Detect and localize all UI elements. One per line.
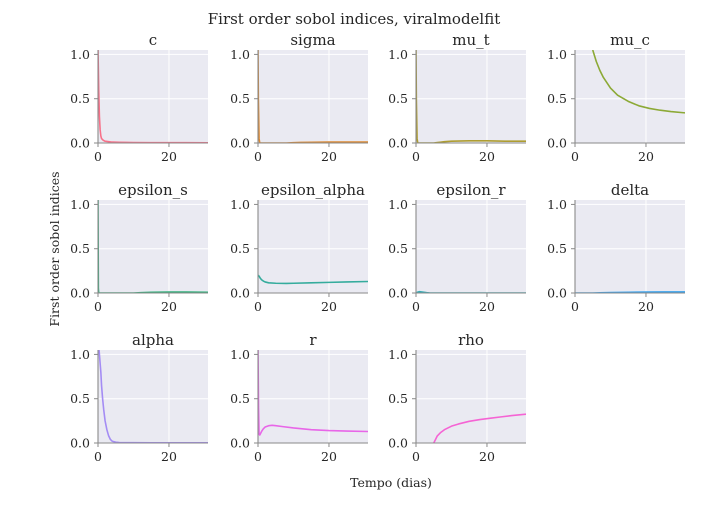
panel-background	[416, 350, 526, 443]
panel-title: mu_c	[610, 31, 650, 49]
series-line-epsilon-alpha	[258, 274, 368, 285]
series-line-r	[258, 350, 368, 436]
x-axis-label: Tempo (dias)	[350, 475, 432, 490]
x-tick-label: 0	[571, 299, 579, 314]
panel-epsilon-alpha: 0.0 0.5 1.0 0 20 epsilon_alpha	[230, 181, 368, 314]
y-tick-label: 1.0	[230, 47, 250, 62]
panel-c: 0.0 0.5 1.0 0 20 c	[70, 31, 208, 164]
y-tick-label: 1.0	[388, 197, 408, 212]
y-tick-label: 0.5	[388, 391, 408, 406]
y-tick-label: 0.0	[70, 286, 90, 301]
series-line-rho	[432, 413, 526, 443]
panel-title: epsilon_s	[118, 181, 188, 199]
y-tick-label: 0.0	[388, 136, 408, 151]
panel-delta: 0.0 0.5 1.0 0 20 delta	[547, 181, 685, 314]
y-tick-label: 0.5	[70, 91, 90, 106]
panel-background	[98, 50, 208, 143]
panel-title: mu_t	[452, 31, 489, 49]
y-tick-label: 1.0	[547, 47, 567, 62]
x-tick-label: 20	[479, 149, 495, 164]
figure-title: First order sobol indices, viralmodelfit	[208, 10, 501, 28]
y-tick-label: 0.5	[388, 91, 408, 106]
y-tick-label: 0.5	[230, 91, 250, 106]
y-tick-label: 0.5	[388, 241, 408, 256]
panel-alpha: 0.0 0.5 1.0 0 20 alpha	[70, 331, 208, 464]
y-tick-label: 0.5	[230, 391, 250, 406]
y-tick-label: 0.5	[547, 241, 567, 256]
panel-epsilon-r: 0.0 0.5 1.0 0 20 epsilon_r	[388, 181, 526, 314]
panel-title: r	[309, 331, 317, 349]
x-tick-label: 0	[94, 299, 102, 314]
panel-mu-t: 0.0 0.5 1.0 0 20 mu_t	[388, 31, 526, 164]
x-tick-label: 0	[412, 149, 420, 164]
series-line-mu-c	[591, 50, 685, 114]
panel-sigma: 0.0 0.5 1.0 0 20 sigma	[230, 31, 368, 164]
x-tick-label: 20	[161, 149, 177, 164]
panel-title: rho	[458, 331, 484, 349]
panel-title: epsilon_alpha	[261, 181, 365, 199]
panel-background	[416, 200, 526, 293]
y-tick-label: 1.0	[70, 197, 90, 212]
panel-mu-c: 0.0 0.5 1.0 0 20 mu_c	[547, 31, 685, 164]
panel-background	[98, 350, 208, 443]
x-tick-label: 0	[254, 149, 262, 164]
y-tick-label: 1.0	[547, 197, 567, 212]
x-tick-label: 0	[254, 449, 262, 464]
y-tick-label: 1.0	[230, 347, 250, 362]
panel-background	[575, 200, 685, 293]
panel-title: sigma	[290, 31, 335, 49]
x-tick-label: 20	[479, 449, 495, 464]
x-tick-label: 20	[638, 149, 654, 164]
panel-background	[98, 200, 208, 293]
y-tick-label: 0.0	[230, 136, 250, 151]
x-tick-label: 20	[161, 299, 177, 314]
panel-title: alpha	[132, 331, 174, 349]
y-tick-label: 1.0	[70, 47, 90, 62]
panel-background	[258, 50, 368, 143]
y-tick-label: 0.0	[547, 286, 567, 301]
y-tick-label: 0.0	[70, 136, 90, 151]
panel-rho: 0.0 0.5 1.0 0 20 rho	[388, 331, 526, 464]
y-tick-label: 0.5	[547, 91, 567, 106]
x-tick-label: 0	[571, 149, 579, 164]
y-tick-label: 0.0	[388, 436, 408, 451]
y-tick-label: 1.0	[388, 347, 408, 362]
y-tick-label: 0.0	[230, 286, 250, 301]
x-tick-label: 20	[161, 449, 177, 464]
x-tick-label: 20	[638, 299, 654, 314]
y-tick-label: 0.0	[547, 136, 567, 151]
y-tick-label: 1.0	[230, 197, 250, 212]
x-tick-label: 0	[94, 449, 102, 464]
y-axis-label: First order sobol indices	[47, 171, 62, 326]
panel-title: delta	[611, 181, 649, 199]
y-tick-label: 0.5	[230, 241, 250, 256]
x-tick-label: 0	[94, 149, 102, 164]
x-tick-label: 20	[321, 149, 337, 164]
x-tick-label: 20	[479, 299, 495, 314]
y-tick-label: 1.0	[70, 347, 90, 362]
panel-title: epsilon_r	[436, 181, 506, 199]
panel-r: 0.0 0.5 1.0 0 20 r	[230, 331, 368, 464]
y-tick-label: 0.5	[70, 391, 90, 406]
panel-background	[258, 350, 368, 443]
y-tick-label: 0.5	[70, 241, 90, 256]
panel-background	[258, 200, 368, 293]
y-tick-label: 0.0	[388, 286, 408, 301]
x-tick-label: 0	[412, 299, 420, 314]
panel-background	[575, 50, 685, 143]
x-tick-label: 0	[254, 299, 262, 314]
y-tick-label: 1.0	[388, 47, 408, 62]
y-tick-label: 0.0	[70, 436, 90, 451]
x-tick-label: 0	[412, 449, 420, 464]
series-line-sigma	[258, 50, 368, 143]
panel-epsilon-s: 0.0 0.5 1.0 0 20 epsilon_s	[70, 181, 208, 314]
panel-background	[416, 50, 526, 143]
x-tick-label: 20	[321, 449, 337, 464]
x-tick-label: 20	[321, 299, 337, 314]
panel-title: c	[149, 31, 157, 49]
y-tick-label: 0.0	[230, 436, 250, 451]
